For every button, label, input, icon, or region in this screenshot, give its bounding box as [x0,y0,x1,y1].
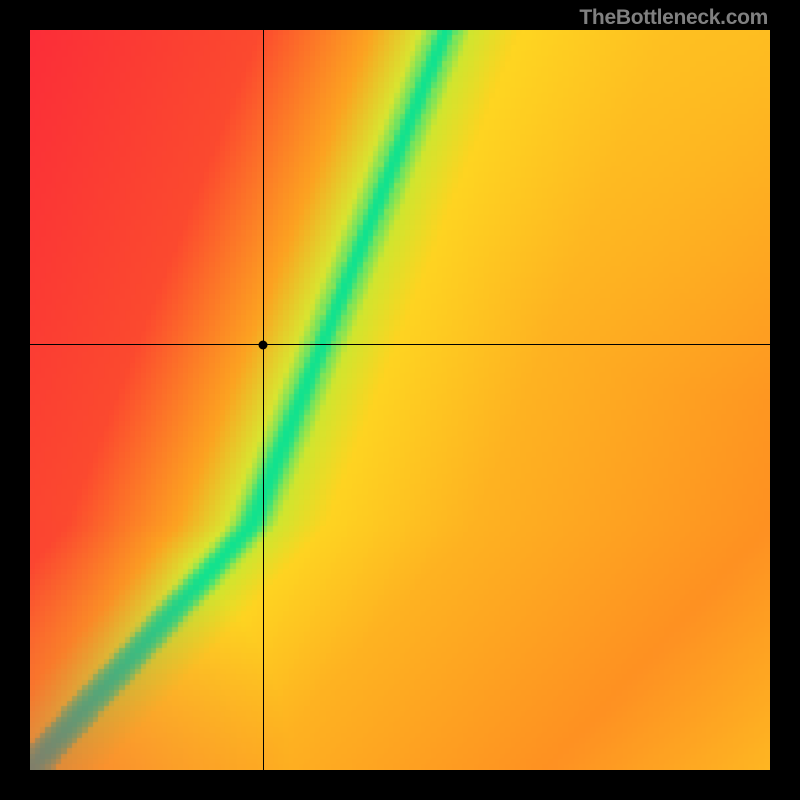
plot-area [30,30,770,770]
watermark-text: TheBottleneck.com [579,6,768,30]
chart-container: TheBottleneck.com [0,0,800,800]
heatmap-canvas [30,30,770,770]
crosshair-vertical [263,30,264,770]
crosshair-marker [259,340,268,349]
crosshair-horizontal [30,344,770,345]
